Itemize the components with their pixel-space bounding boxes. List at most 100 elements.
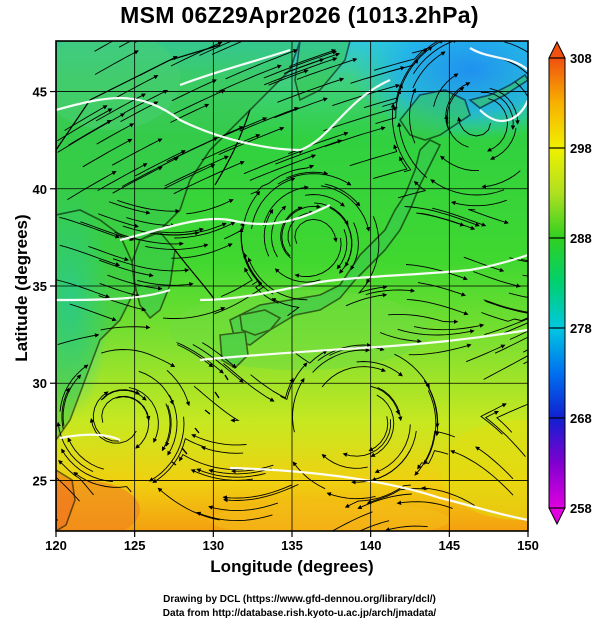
streamline	[357, 493, 412, 510]
streamline	[165, 404, 172, 447]
streamline	[166, 137, 219, 163]
streamline	[221, 117, 268, 138]
streamline	[450, 450, 514, 496]
streamline	[101, 349, 176, 368]
streamline	[274, 97, 328, 119]
streamline	[225, 49, 298, 80]
streamline	[370, 394, 395, 457]
streamline	[56, 279, 111, 299]
streamline	[208, 467, 272, 475]
streamline	[481, 312, 528, 322]
streamline	[59, 244, 121, 267]
streamline	[440, 155, 480, 172]
y-tick-label: 45	[33, 85, 47, 100]
streamline	[366, 488, 428, 505]
streamline	[171, 243, 233, 259]
streamline	[117, 199, 180, 214]
streamline	[161, 227, 204, 234]
streamline	[451, 199, 507, 207]
streamline	[296, 57, 358, 80]
streamline	[504, 41, 528, 53]
streamline	[397, 328, 475, 336]
colorbar-tick-label: 258	[570, 501, 592, 516]
streamline	[263, 185, 309, 226]
streamline	[61, 387, 70, 429]
streamline	[374, 424, 411, 474]
streamline	[417, 450, 449, 470]
streamline	[480, 403, 507, 435]
streamline	[475, 446, 514, 480]
streamline	[107, 274, 163, 291]
streamline	[344, 484, 411, 508]
streamline	[277, 173, 352, 186]
streamline	[331, 511, 373, 531]
streamline	[208, 502, 278, 512]
streamline	[67, 171, 117, 200]
streamline	[486, 98, 508, 152]
streamline	[312, 347, 371, 373]
streamline	[114, 231, 184, 247]
streamline	[95, 93, 146, 122]
streamline	[102, 389, 147, 401]
streamline	[56, 518, 59, 521]
streamline	[249, 154, 317, 181]
streamline	[356, 361, 403, 377]
streamline	[350, 222, 359, 271]
y-tick-label: 40	[33, 182, 47, 197]
temperature-field	[56, 41, 528, 531]
streamline	[122, 225, 200, 236]
streamline	[433, 73, 459, 107]
streamline	[444, 114, 469, 148]
streamline	[170, 103, 210, 123]
streamline	[196, 468, 266, 478]
streamline	[174, 221, 236, 239]
y-tick-label: 35	[33, 279, 47, 294]
streamline	[96, 123, 135, 145]
streamline	[101, 395, 151, 423]
streamline	[509, 330, 528, 340]
streamline	[365, 288, 416, 295]
streamline	[139, 56, 178, 76]
streamline	[275, 139, 343, 165]
streamline	[336, 229, 348, 270]
streamline	[57, 108, 113, 142]
streamline	[224, 190, 261, 240]
streamline	[294, 237, 342, 278]
streamline	[495, 57, 528, 75]
streamline	[138, 370, 174, 405]
streamline	[350, 66, 406, 84]
streamline	[112, 258, 190, 273]
colorbar-tick-label: 298	[570, 141, 592, 156]
streamline	[247, 257, 308, 301]
x-tick-label: 140	[360, 538, 382, 553]
x-axis: 120 125 130 135 140 145 150	[45, 531, 539, 553]
streamline	[243, 252, 279, 304]
map-grid	[56, 41, 528, 531]
colorbar-tick-label: 268	[570, 411, 592, 426]
streamline	[413, 323, 485, 331]
streamline	[366, 215, 380, 284]
x-axis-label: Longitude (degrees)	[210, 557, 374, 576]
y-tick-label: 25	[33, 473, 47, 488]
streamline	[98, 213, 139, 228]
streamline	[404, 206, 480, 227]
streamline	[406, 298, 469, 316]
streamline	[134, 150, 186, 177]
streamline	[179, 453, 244, 471]
streamline	[263, 208, 274, 257]
streamline	[100, 325, 151, 331]
streamline	[161, 403, 171, 452]
streamline	[199, 41, 233, 56]
streamline	[277, 77, 345, 103]
streamline	[134, 41, 139, 43]
streamline	[221, 267, 253, 297]
streamline	[396, 500, 453, 509]
streamline	[176, 342, 224, 374]
streamline	[164, 155, 229, 187]
streamline	[196, 511, 273, 522]
streamline	[166, 369, 191, 407]
streamline	[292, 461, 326, 490]
streamline	[468, 208, 509, 225]
streamline	[270, 205, 287, 258]
streamline	[480, 91, 516, 130]
